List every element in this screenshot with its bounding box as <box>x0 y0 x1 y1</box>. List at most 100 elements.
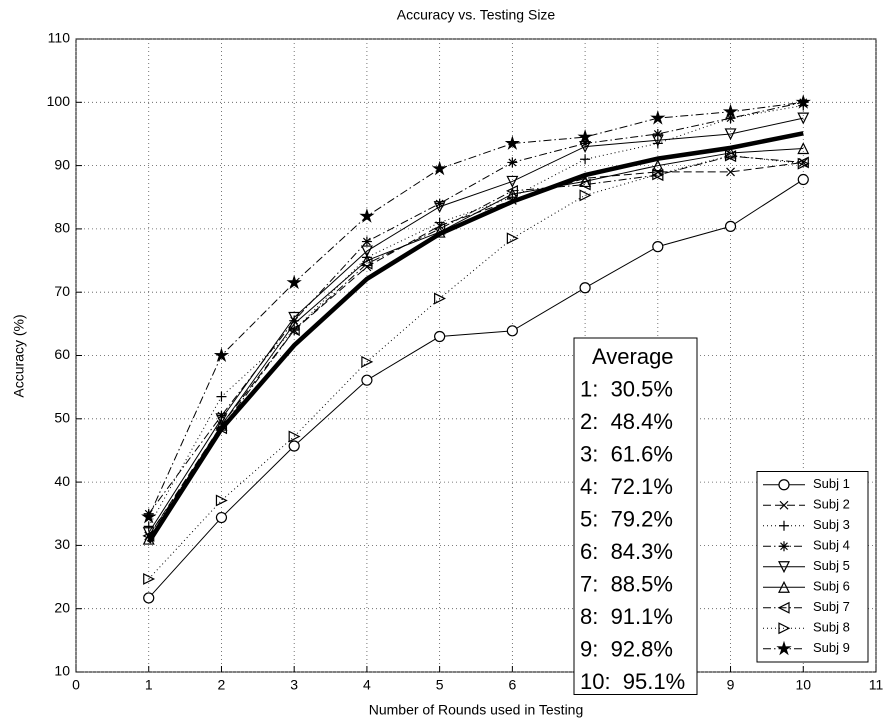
marker <box>288 440 300 452</box>
average-box-frame <box>573 337 698 695</box>
marker <box>779 500 789 510</box>
marker <box>726 167 735 177</box>
marker <box>579 141 592 153</box>
marker <box>577 129 593 144</box>
y-tick-label: 110 <box>48 30 71 46</box>
x-tick-label: 11 <box>869 677 884 693</box>
y-tick-label: 10 <box>54 663 70 679</box>
y-tick-label: 100 <box>47 93 71 109</box>
marker <box>360 257 373 270</box>
marker <box>651 134 664 147</box>
legend-label: Subj 5 <box>813 558 850 573</box>
marker <box>433 222 446 235</box>
marker <box>796 156 809 169</box>
marker <box>506 325 518 337</box>
marker <box>215 511 228 524</box>
average-value-label: 1: 30.5% <box>580 376 673 401</box>
marker <box>361 355 374 368</box>
average-value-label: 5: 79.2% <box>580 506 673 531</box>
marker <box>797 157 810 170</box>
marker <box>722 103 739 119</box>
average-value-label: 6: 84.3% <box>580 539 673 564</box>
marker <box>143 572 156 585</box>
marker <box>216 410 227 421</box>
marker <box>651 159 664 172</box>
legend-label: Subj 7 <box>813 599 850 614</box>
marker <box>289 315 300 326</box>
marker <box>141 508 157 524</box>
marker <box>795 94 811 109</box>
average-value-label: 8: 91.1% <box>580 604 673 629</box>
marker <box>725 113 736 124</box>
marker <box>432 160 448 176</box>
marker <box>434 330 446 343</box>
y-tick-label: 40 <box>54 473 70 489</box>
y-tick-label: 80 <box>54 220 70 236</box>
marker <box>504 135 520 150</box>
marker <box>143 521 154 532</box>
marker <box>360 245 373 258</box>
marker <box>652 168 665 181</box>
marker <box>778 561 790 574</box>
marker <box>361 236 372 247</box>
marker <box>507 157 518 168</box>
marker <box>778 580 790 593</box>
legend-label: Subj 3 <box>813 517 850 532</box>
x-tick-label: 0 <box>72 677 80 693</box>
marker <box>288 311 301 324</box>
series-line <box>148 101 804 515</box>
x-tick-label: 3 <box>290 677 298 693</box>
x-axis-label: Number of Rounds used in Testing <box>369 702 584 718</box>
legend-label: Subj 4 <box>813 538 850 553</box>
series-line <box>148 179 804 599</box>
series-line <box>148 101 804 518</box>
marker <box>288 317 301 330</box>
marker <box>215 413 228 426</box>
marker <box>213 347 230 362</box>
marker <box>797 142 810 155</box>
y-tick-label: 70 <box>54 283 70 299</box>
legend-label: Subj 6 <box>813 579 850 594</box>
marker <box>724 128 737 141</box>
marker <box>288 430 301 443</box>
average-value-label: 10: 95.1% <box>580 669 685 694</box>
average-value-label: 4: 72.1% <box>580 474 673 499</box>
marker <box>359 208 375 223</box>
marker <box>143 592 155 604</box>
series-line <box>148 154 804 580</box>
average-value-label: 2: 48.4% <box>580 409 673 434</box>
marker <box>779 541 789 552</box>
x-tick-label: 10 <box>795 677 811 693</box>
legend-label: Subj 2 <box>813 497 850 512</box>
marker <box>580 138 591 149</box>
y-tick-label: 20 <box>54 599 70 615</box>
marker <box>779 520 789 531</box>
marker <box>578 178 591 191</box>
average-value-label: 3: 61.6% <box>580 441 673 466</box>
y-tick-label: 60 <box>54 346 70 362</box>
x-tick-label: 4 <box>363 677 371 693</box>
marker <box>434 292 446 305</box>
series-line <box>148 117 804 534</box>
series-line <box>148 104 804 527</box>
marker <box>506 232 519 245</box>
marker <box>506 184 518 197</box>
marker <box>652 128 663 139</box>
y-tick-label: 50 <box>54 410 70 426</box>
marker <box>652 241 664 253</box>
average-box: Average 1: 30.5% 2: 48.4% 3: 61.6% 4: 72.1% 5… <box>573 337 698 695</box>
x-tick-label: 1 <box>145 677 153 693</box>
series-line <box>148 155 804 537</box>
y-axis-label: Accuracy (%) <box>11 314 27 397</box>
marker <box>778 622 791 635</box>
average-value-label: 7: 88.5% <box>580 571 673 596</box>
marker <box>579 282 591 294</box>
y-tick-label: 30 <box>54 536 70 552</box>
legend-label: Subj 8 <box>813 620 850 635</box>
marker <box>776 640 792 656</box>
series-line <box>148 148 804 540</box>
chart-title: Accuracy vs. Testing Size <box>397 7 556 23</box>
legend-label: Subj 1 <box>813 476 850 491</box>
x-tick-label: 2 <box>218 677 226 693</box>
